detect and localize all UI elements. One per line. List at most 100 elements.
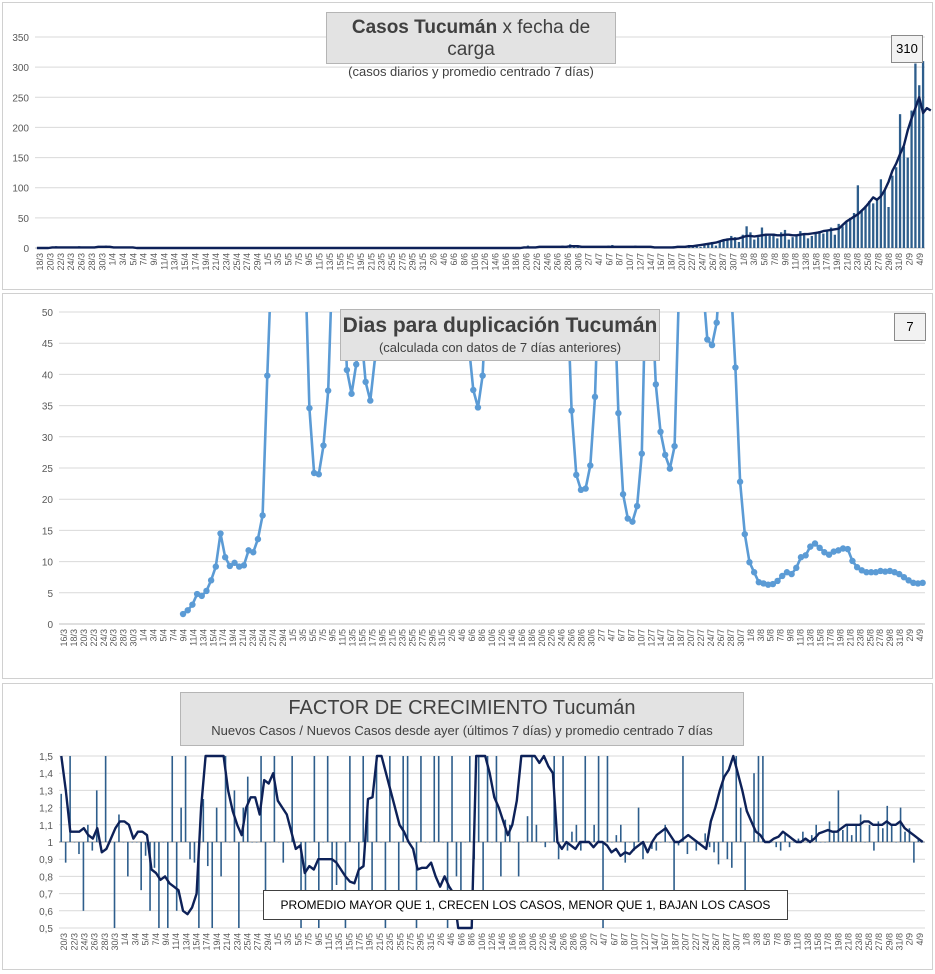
- doubling-xtick: 5/8: [766, 629, 776, 642]
- cases-bar: [714, 245, 718, 248]
- growth-ytick: 0,9: [39, 855, 53, 866]
- doubling-xtick: 19/5: [378, 629, 388, 647]
- growth-xtick: 20/6: [528, 933, 538, 951]
- growth-bar: [659, 842, 662, 843]
- growth-bar: [677, 842, 680, 846]
- growth-bar: [278, 842, 280, 843]
- growth-bar: [331, 842, 333, 911]
- doubling-ytick: 10: [42, 558, 54, 569]
- cases-xtick: 5/5: [284, 253, 294, 266]
- doubling-xtick: 16/7: [666, 629, 676, 647]
- doubling-title-box: Dias para duplicación Tucumán (calculada…: [340, 309, 660, 361]
- doubling-point: [764, 581, 772, 588]
- growth-bar: [415, 842, 418, 928]
- growth-bar: [442, 842, 444, 843]
- growth-bar: [300, 842, 302, 928]
- growth-bar: [846, 824, 849, 842]
- doubling-xtick: 15/8: [815, 629, 825, 647]
- cases-bar: [768, 235, 771, 248]
- cases-xtick: 14/7: [646, 253, 656, 271]
- cases-xtick: 24/6: [542, 253, 552, 271]
- growth-xtick: 31/8: [895, 933, 905, 951]
- growth-bar: [770, 842, 773, 843]
- growth-bar: [411, 842, 413, 843]
- growth-xtick: 15/5: [344, 933, 354, 951]
- growth-bar: [757, 756, 760, 842]
- growth-bar: [699, 842, 702, 843]
- cases-bar: [760, 227, 764, 248]
- cases-bar: [921, 61, 925, 248]
- doubling-xtick: 18/3: [69, 629, 79, 647]
- growth-xtick: 9/8: [782, 933, 792, 946]
- cases-xtick: 23/8: [853, 253, 863, 271]
- doubling-xtick: 24/6: [557, 629, 567, 647]
- growth-bar: [424, 842, 427, 843]
- growth-bar: [131, 842, 134, 843]
- doubling-xtick: 3/8: [756, 629, 766, 642]
- growth-bar: [255, 842, 258, 843]
- doubling-point: [348, 390, 355, 397]
- doubling-ytick: 15: [42, 526, 54, 537]
- growth-bar: [575, 824, 578, 842]
- cases-bar: [799, 231, 802, 248]
- cases-bar: [733, 237, 737, 248]
- cases-bar: [829, 227, 833, 248]
- cases-xtick: 10/7: [625, 253, 635, 271]
- doubling-point: [568, 407, 575, 414]
- growth-bar: [775, 842, 778, 848]
- doubling-xtick: 24/3: [99, 629, 109, 647]
- growth-bar: [468, 756, 471, 842]
- doubling-xtick: 27/4: [268, 629, 278, 647]
- cases-xtick: 22/6: [532, 253, 542, 271]
- growth-bar: [904, 831, 906, 842]
- doubling-point: [591, 393, 599, 401]
- growth-bar: [486, 756, 489, 842]
- growth-bar: [220, 842, 222, 877]
- growth-bar: [380, 842, 382, 843]
- doubling-xtick: 17/4: [218, 629, 228, 647]
- growth-bar: [815, 824, 817, 842]
- doubling-xtick: 30/7: [736, 629, 746, 647]
- growth-bar: [389, 756, 391, 842]
- growth-bar: [73, 842, 76, 843]
- doubling-point: [619, 491, 627, 498]
- doubling-point: [774, 577, 781, 585]
- growth-bar: [366, 807, 369, 842]
- growth-bar: [522, 842, 524, 843]
- doubling-xtick: 13/4: [198, 629, 208, 647]
- cases-xtick: 13/4: [170, 253, 180, 271]
- cases-bar: [875, 198, 879, 248]
- doubling-point: [750, 569, 758, 576]
- growth-bar: [819, 842, 822, 843]
- growth-interpretation-note: PROMEDIO MAYOR QUE 1, CRECEN LOS CASOS, …: [263, 890, 788, 920]
- cases-xtick: 27/5: [397, 253, 407, 271]
- cases-bar: [749, 232, 752, 248]
- doubling-point: [844, 545, 851, 553]
- doubling-xtick: 6/7: [616, 629, 626, 642]
- growth-bar: [224, 756, 227, 842]
- cases-bar: [795, 234, 798, 248]
- doubling-xtick: 24/7: [706, 629, 716, 647]
- growth-factor-chart: 1,51,41,31,21,110,90,80,70,60,520/3 22/3 2…: [39, 752, 925, 951]
- growth-xtick: 24/6: [548, 933, 558, 951]
- growth-xtick: 26/7: [711, 933, 721, 951]
- doubling-point: [802, 552, 809, 559]
- cases-xtick: 2/9: [904, 253, 914, 266]
- growth-bar: [793, 842, 795, 843]
- cases-xtick: 3/4: [118, 253, 128, 266]
- growth-bar: [344, 842, 347, 928]
- growth-xtick: 28/3: [100, 933, 110, 951]
- growth-bar: [597, 756, 600, 842]
- growth-bar: [668, 842, 671, 843]
- chart-panel-cases: 350 300 250 200 150 100 50 0 18/3 20/3 22/3 24/3 26/…: [2, 2, 933, 290]
- cases-xtick: 9/4: [149, 253, 159, 266]
- cases-xtick: 30/7: [729, 253, 739, 271]
- growth-bar: [806, 842, 809, 843]
- growth-xtick: 29/4: [263, 933, 273, 951]
- doubling-xtick: 26/7: [716, 629, 726, 647]
- growth-bar: [477, 756, 480, 842]
- cases-bar: [764, 234, 767, 248]
- cases-bar: [837, 223, 840, 248]
- growth-xtick: 5/4: [141, 933, 151, 946]
